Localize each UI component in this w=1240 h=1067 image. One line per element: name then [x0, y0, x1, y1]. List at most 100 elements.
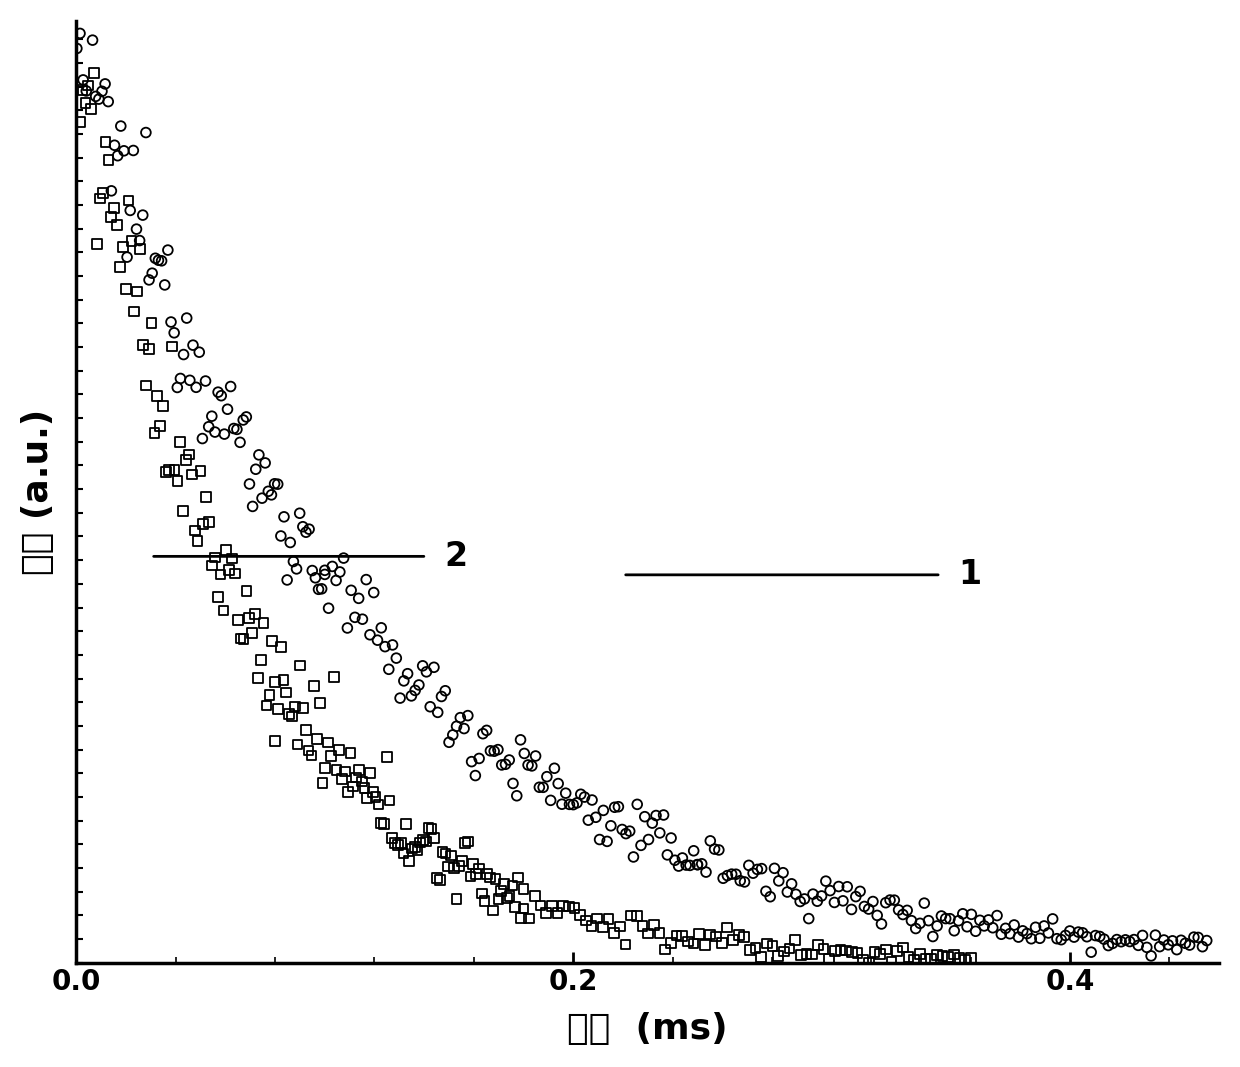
Point: [114, 142, 134, 159]
Point: [689, 925, 709, 942]
Point: [1128, 937, 1148, 954]
Point: [177, 309, 197, 327]
Point: [786, 886, 806, 903]
Point: [687, 856, 707, 873]
Point: [553, 897, 573, 914]
Point: [222, 550, 242, 567]
Point: [613, 821, 632, 838]
Point: [394, 672, 414, 689]
Point: [575, 912, 595, 929]
Point: [315, 566, 335, 583]
Point: [167, 473, 187, 490]
Point: [588, 910, 608, 927]
Point: [765, 860, 785, 877]
Point: [143, 265, 162, 282]
Point: [544, 760, 564, 777]
Point: [208, 589, 228, 606]
Point: [413, 831, 433, 848]
Point: [399, 853, 419, 870]
Point: [304, 678, 324, 695]
Point: [113, 238, 133, 255]
Point: [582, 792, 601, 809]
Point: [278, 572, 298, 589]
Text: 2: 2: [444, 540, 467, 573]
Point: [945, 922, 965, 939]
Point: [326, 572, 346, 589]
Point: [570, 907, 590, 924]
Point: [265, 732, 285, 749]
Point: [150, 417, 170, 434]
Point: [1176, 935, 1195, 952]
Point: [1141, 947, 1161, 965]
Point: [485, 743, 505, 760]
Point: [999, 925, 1019, 942]
Point: [899, 949, 919, 966]
Point: [231, 434, 250, 451]
Point: [149, 252, 169, 269]
Point: [1179, 937, 1199, 954]
Point: [1184, 928, 1204, 945]
Point: [940, 910, 960, 927]
Point: [756, 882, 776, 899]
Point: [853, 951, 873, 968]
Point: [475, 892, 495, 909]
Point: [1120, 933, 1140, 950]
Point: [578, 812, 598, 829]
Point: [208, 384, 228, 401]
Point: [439, 734, 459, 751]
Point: [745, 940, 765, 957]
Point: [486, 871, 506, 888]
Point: [205, 424, 224, 441]
Point: [432, 688, 451, 705]
Point: [952, 905, 972, 922]
Point: [126, 221, 146, 238]
Point: [444, 860, 464, 877]
Point: [246, 461, 265, 478]
Point: [594, 802, 614, 819]
Point: [1197, 931, 1216, 949]
Point: [268, 476, 288, 493]
Point: [632, 918, 652, 935]
Point: [1149, 938, 1169, 955]
Point: [82, 100, 102, 117]
Point: [851, 882, 870, 899]
Point: [563, 796, 583, 813]
Point: [398, 665, 418, 682]
Point: [449, 858, 469, 875]
Point: [413, 657, 433, 674]
Point: [713, 870, 733, 887]
Point: [280, 534, 300, 551]
Point: [541, 792, 560, 809]
Point: [1085, 927, 1105, 944]
Point: [387, 650, 407, 667]
Point: [644, 917, 663, 934]
Point: [481, 743, 501, 760]
Point: [616, 825, 636, 842]
Point: [322, 558, 342, 575]
Point: [102, 208, 122, 225]
Point: [780, 940, 800, 957]
X-axis label: 时间  (ms): 时间 (ms): [568, 1013, 728, 1046]
Point: [202, 557, 222, 574]
Point: [615, 936, 635, 953]
Point: [978, 911, 998, 928]
Point: [1081, 943, 1101, 960]
Point: [435, 682, 455, 699]
Point: [678, 933, 698, 950]
Point: [252, 490, 272, 507]
Point: [503, 775, 523, 792]
Point: [250, 651, 270, 668]
Point: [167, 379, 187, 396]
Point: [1090, 928, 1110, 945]
Point: [419, 819, 439, 837]
Point: [352, 773, 372, 790]
Point: [191, 463, 211, 480]
Point: [77, 82, 97, 99]
Point: [404, 839, 424, 856]
Point: [202, 408, 222, 425]
Point: [694, 936, 714, 953]
Point: [1022, 930, 1042, 947]
Point: [650, 825, 670, 842]
Point: [91, 190, 110, 207]
Point: [537, 768, 557, 785]
